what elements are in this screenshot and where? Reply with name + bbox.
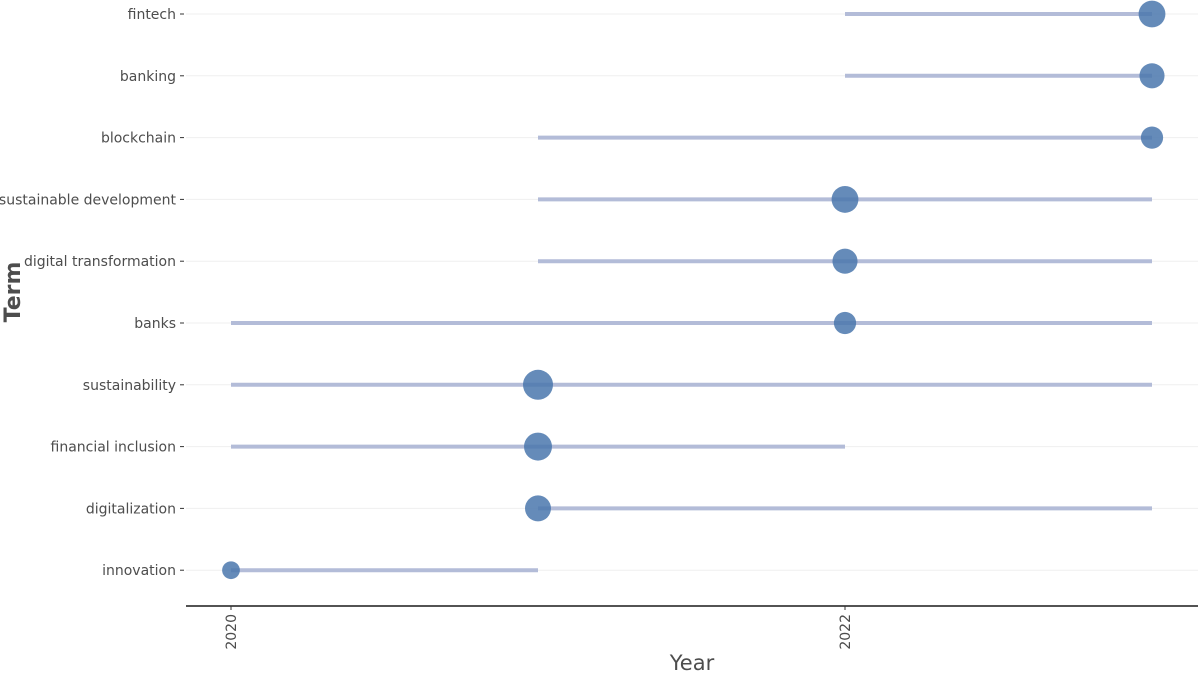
y-tick-label: financial inclusion — [51, 440, 177, 456]
term-peak-point — [1138, 0, 1166, 28]
y-tick-label: banks — [134, 316, 176, 332]
term-peak-point — [1140, 126, 1164, 149]
term-peak-point — [525, 495, 551, 522]
term-peak-points — [222, 0, 1166, 580]
y-tick-label: sustainable development — [0, 192, 176, 208]
y-tick-label: digital transformation — [24, 254, 176, 270]
term-peak-point — [833, 311, 857, 335]
y-tick-label: digitalization — [86, 501, 176, 517]
y-tick-label: blockchain — [101, 131, 176, 147]
term-peak-point — [1139, 63, 1165, 89]
x-axis-title: Year — [669, 651, 715, 674]
y-tick-labels: fintech banking blockchain sustainable deve… — [0, 7, 184, 579]
term-peak-point — [222, 561, 240, 580]
y-tick-label: innovation — [102, 563, 176, 579]
y-tick-label: sustainability — [83, 378, 176, 394]
x-tick-label: 2022 — [838, 614, 854, 650]
y-tick-label: fintech — [128, 7, 176, 23]
y-axis-title: Term — [1, 262, 26, 323]
term-peak-point — [831, 185, 859, 213]
term-peak-point — [523, 369, 553, 400]
term-peak-point — [524, 432, 552, 461]
gridlines — [186, 13, 1198, 571]
y-tick-label: banking — [120, 69, 176, 85]
x-tick-label: 2020 — [224, 614, 240, 650]
term-range-segments — [231, 12, 1152, 573]
x-tick-labels: 2020 2022 — [224, 606, 854, 650]
term-peak-point — [832, 248, 858, 274]
